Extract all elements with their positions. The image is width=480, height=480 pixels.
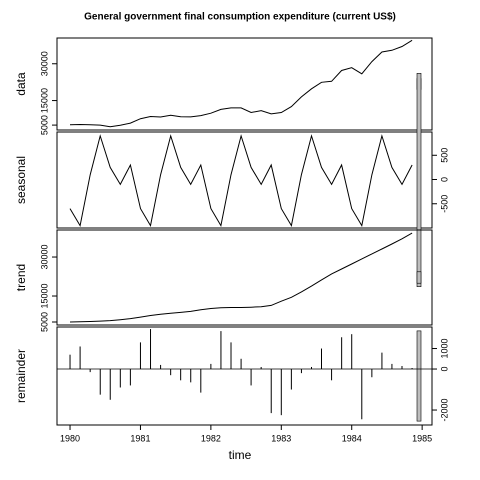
y-axis-label: trend <box>14 264 28 291</box>
y-tick-label: 5000 <box>39 115 49 135</box>
y-tick-label: 5000 <box>39 312 49 332</box>
range-bar <box>416 330 422 422</box>
range-bar <box>416 271 422 284</box>
panel-frame <box>56 37 433 131</box>
y-tick-label: -2000 <box>439 399 449 422</box>
panel-frame <box>56 229 433 326</box>
chart-title: General government final consumption exp… <box>84 12 396 23</box>
y-tick-label: 0 <box>439 177 449 182</box>
series-line <box>69 134 413 227</box>
series-line <box>69 232 413 323</box>
x-tick-label: 1982 <box>201 433 221 443</box>
y-tick-label: 0 <box>439 367 449 372</box>
y-axis-label: seasonal <box>14 156 28 204</box>
range-bar <box>416 73 422 287</box>
y-axis-label: data <box>14 72 28 96</box>
y-tick-label: 1000 <box>439 339 449 359</box>
x-tick-label: 1980 <box>60 433 80 443</box>
x-axis-label: time <box>229 448 252 462</box>
x-tick-label: 1985 <box>412 433 432 443</box>
x-tick-label: 1984 <box>342 433 362 443</box>
y-tick-label: 15000 <box>39 284 49 309</box>
y-tick-label: 500 <box>439 148 449 163</box>
y-tick-label: -500 <box>439 195 449 213</box>
x-tick-label: 1983 <box>271 433 291 443</box>
y-axis-label: remainder <box>14 349 28 403</box>
y-tick-label: 15000 <box>39 88 49 113</box>
y-tick-label: 30000 <box>39 51 49 76</box>
series-line <box>69 39 413 128</box>
panel-frame <box>56 326 433 426</box>
x-tick-label: 1981 <box>130 433 150 443</box>
y-tick-label: 30000 <box>39 245 49 270</box>
